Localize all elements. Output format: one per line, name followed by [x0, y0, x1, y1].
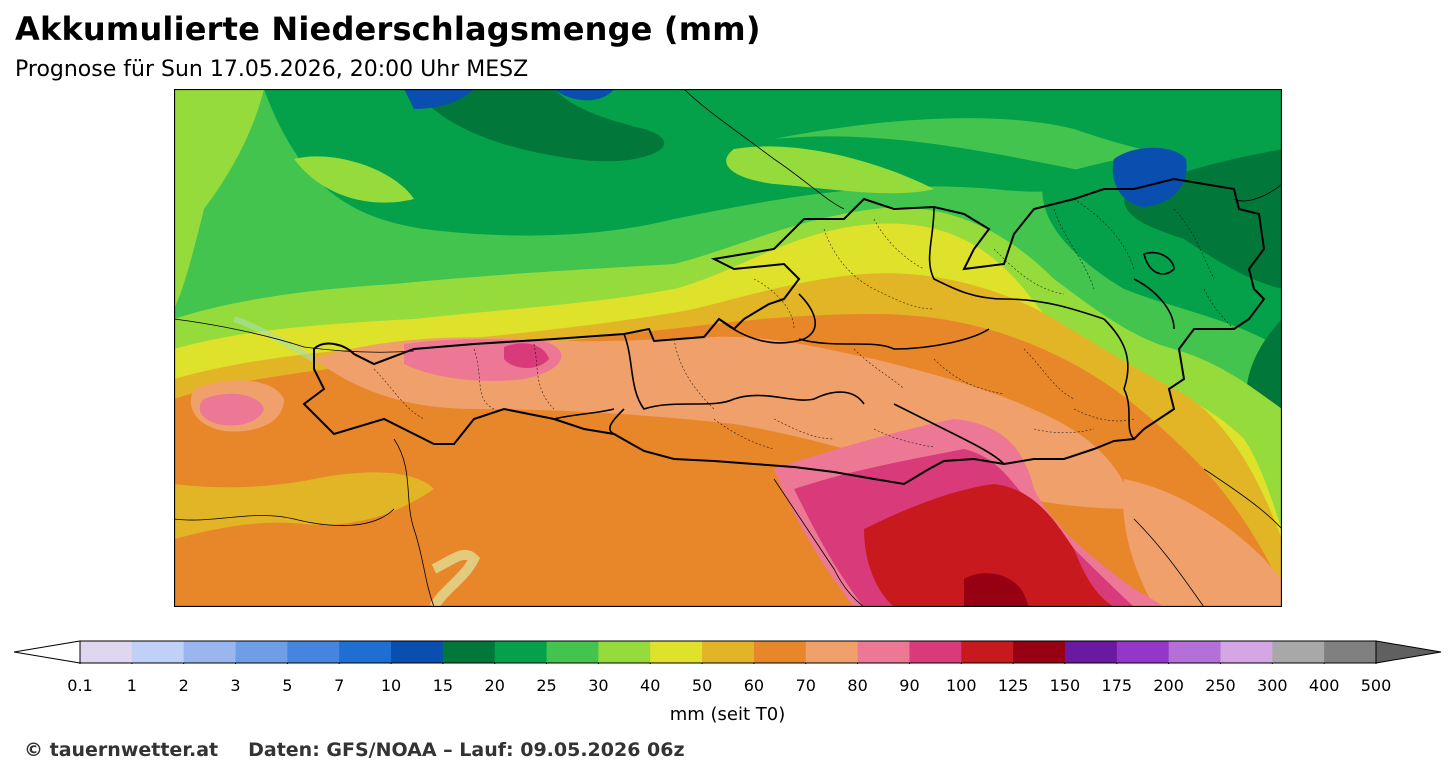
colorbar-tick-label: 15 [432, 676, 454, 695]
copyright-text: © tauernwetter.at [24, 739, 219, 761]
colorbar-label: mm (seit T0) [669, 704, 786, 725]
colorbar-segment [1272, 641, 1325, 663]
colorbar-frame [79, 640, 1377, 664]
colorbar-segment [702, 641, 755, 663]
colorbar-segment [1168, 641, 1221, 663]
data-source-text: Daten: GFS/NOAA – Lauf: 09.05.2026 06z [248, 739, 685, 761]
colorbar-segment [753, 641, 807, 663]
colorbar-tick-label: 100 [945, 676, 977, 695]
colorbar-segment [80, 641, 133, 663]
colorbar-tick-label: 10 [380, 676, 402, 695]
colorbar-segment [442, 641, 496, 663]
colorbar-tick-label: 250 [1205, 676, 1236, 695]
colorbar-segment [391, 641, 444, 663]
colorbar-tick-label: 300 [1257, 676, 1288, 695]
colorbar-segment [961, 641, 1014, 663]
colorbar-tick-label: 125 [997, 676, 1029, 695]
colorbar-tick-label: 70 [795, 676, 816, 695]
colorbar-segment [494, 641, 548, 663]
colorbar-tick-label: 30 [588, 676, 609, 695]
colorbar-segment [1013, 641, 1066, 663]
colorbar-svg [13, 640, 1442, 664]
colorbar-ticks: 0.1 1 2 3 5 7 10 15 20 25 30 40 50 60 70 80 90 100 125 150 1… [0, 676, 1455, 698]
colorbar-tick-label: 150 [1049, 676, 1081, 695]
colorbar-tick-label: 500 [1360, 676, 1392, 695]
colorbar-tick-label: 5 [282, 676, 293, 695]
colorbar-tick-label: 25 [536, 676, 557, 695]
colorbar-tick-label: 7 [334, 676, 345, 695]
colorbar-segment [235, 641, 288, 663]
colorbar-tick-label: 40 [640, 676, 661, 695]
colorbar-tick-label: 20 [484, 676, 505, 695]
colorbar-tick-label: 0.1 [67, 676, 93, 695]
colorbar-tick-label: 90 [899, 676, 920, 695]
colorbar-segment [598, 641, 651, 663]
colorbar-segment [805, 641, 859, 663]
colorbar-tick-label: 80 [847, 676, 868, 695]
colorbar-segment [546, 641, 599, 663]
forecast-subtitle: Prognose für Sun 17.05.2026, 20:00 Uhr M… [15, 57, 529, 82]
colorbar-segment [857, 641, 910, 663]
colorbar-tick-label: 1 [126, 676, 137, 695]
precipitation-map [174, 89, 1282, 607]
colorbar-over-extension [1375, 640, 1442, 664]
colorbar-segment [1064, 641, 1118, 663]
colorbar-segment [1116, 641, 1170, 663]
colorbar-segment [1220, 641, 1273, 663]
colorbar-tick-label: 60 [743, 676, 765, 695]
colorbar-segment [287, 641, 340, 663]
colorbar-segment [131, 641, 185, 663]
chart-title: Akkumulierte Niederschlagsmenge (mm) [15, 10, 761, 48]
colorbar-segment [1324, 641, 1377, 663]
colorbar-tick-label: 400 [1308, 676, 1340, 695]
colorbar-tick-label: 50 [691, 676, 713, 695]
colorbar-segment [339, 641, 392, 663]
footer: © tauernwetter.at Daten: GFS/NOAA – Lauf:… [24, 739, 685, 761]
colorbar-tick-label: 3 [230, 676, 241, 695]
colorbar-tick-label: 200 [1153, 676, 1184, 695]
colorbar-under-extension [13, 640, 81, 664]
colorbar-segment [650, 641, 703, 663]
colorbar [13, 640, 1442, 664]
colorbar-tick-label: 175 [1101, 676, 1133, 695]
colorbar-segment [909, 641, 962, 663]
colorbar-segment [183, 641, 237, 663]
colorbar-tick-label: 2 [178, 676, 189, 695]
